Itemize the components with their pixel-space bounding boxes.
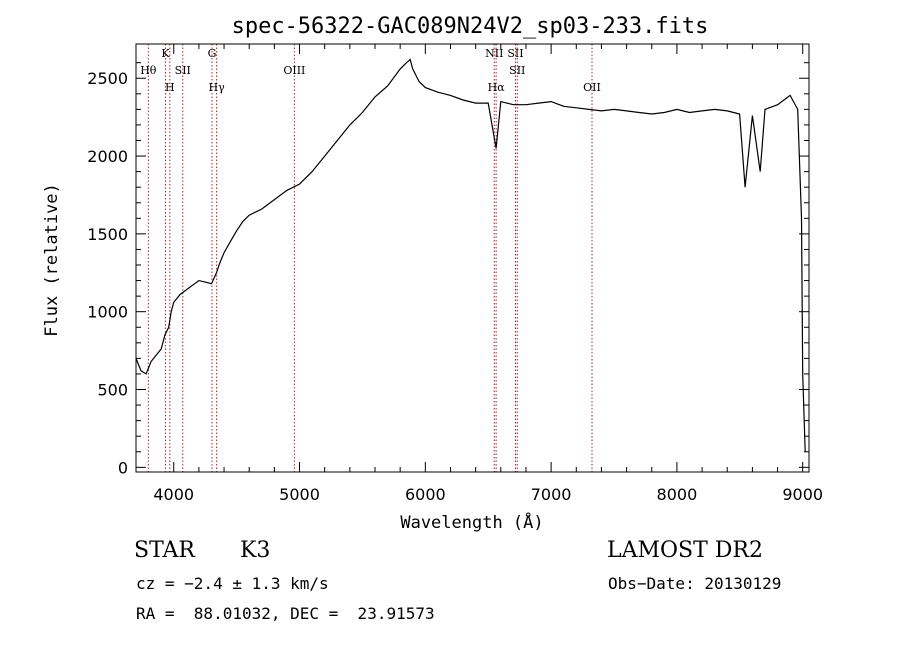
line-label: G (208, 47, 217, 60)
line-label: SII (175, 64, 191, 77)
line-label: OII (583, 81, 601, 94)
line-label: Hγ (209, 81, 226, 94)
y-tick-label: 1500 (87, 225, 128, 244)
y-tick-label: 1000 (87, 303, 128, 322)
object-class: STAR (134, 538, 195, 563)
y-tick-label: 0 (118, 458, 128, 477)
line-label: Hθ (140, 64, 157, 77)
x-tick-label: 4000 (153, 485, 194, 504)
object-subclass: K3 (240, 538, 271, 563)
x-tick-label: 6000 (405, 485, 446, 504)
spectrum-line (135, 58, 806, 452)
line-label: SII (507, 47, 523, 60)
x-tick-label: 8000 (657, 485, 698, 504)
redshift-readout: cz = −2.4 ± 1.3 km/s (136, 574, 329, 593)
axis-ticks: 4000 5000 6000 7000 8000 9000 0 500 1000 1500 2000… (87, 44, 823, 504)
line-label: NII (485, 47, 503, 60)
line-label: OIII (283, 64, 305, 77)
x-tick-label: 7000 (531, 485, 572, 504)
obs-date: Obs−Date: 20130129 (608, 574, 782, 593)
y-axis-label: Flux (relative) (42, 183, 62, 337)
y-tick-label: 2000 (87, 147, 128, 166)
survey-name: LAMOST DR2 (607, 538, 763, 563)
spectrum-series (135, 58, 806, 452)
chart-title: spec-56322-GAC089N24V2_sp03-233.fits (232, 14, 709, 39)
coordinates: RA = 88.01032, DEC = 23.91573 (136, 604, 435, 623)
line-label: H (165, 81, 175, 94)
line-label: K (161, 47, 170, 60)
y-tick-label: 2500 (87, 69, 128, 88)
line-label: SII (509, 64, 525, 77)
y-tick-label: 500 (97, 381, 128, 400)
plot-frame (135, 43, 810, 473)
line-label: Hα (488, 81, 506, 94)
x-tick-label: 5000 (279, 485, 320, 504)
x-tick-label: 9000 (782, 485, 823, 504)
x-axis-label: Wavelength (Å) (400, 511, 543, 533)
